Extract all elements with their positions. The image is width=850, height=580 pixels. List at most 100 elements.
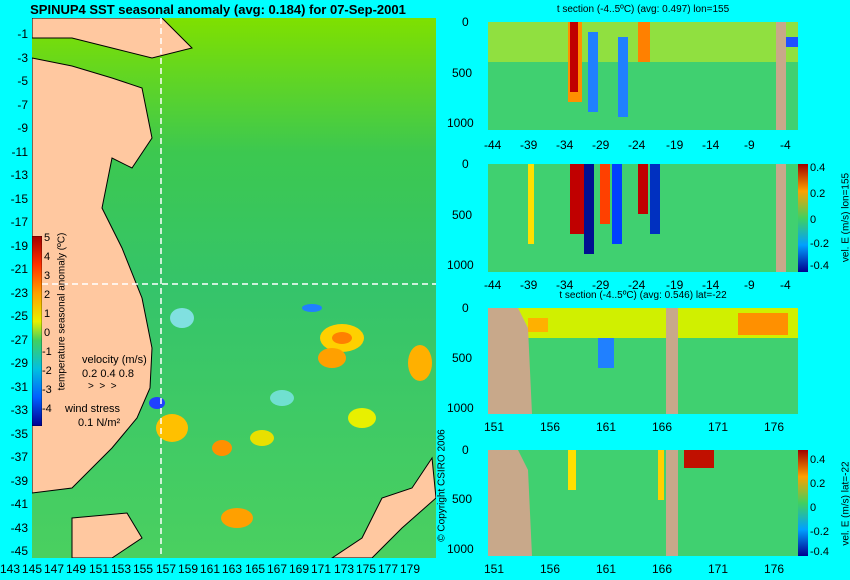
map-x-tick: 169 [289,562,310,576]
panel4-colorbar-label: vel. E (m/s) lat=-22 [840,461,850,546]
panel2-cbar-tick: 0 [810,214,817,226]
panel1-section [488,22,798,130]
copyright-text: © Copyright CSIRO 2006 [436,429,448,542]
map-y-tick: -33 [10,403,28,417]
panel1-y-tick: 1000 [447,116,474,130]
map-x-axis: 143 145 147 149 151 153 155 157 159 161 … [0,562,440,578]
map-x-tick: 161 [200,562,221,576]
wind-legend-label: wind stress [65,403,121,415]
panel2-colorbar-ticks: 0.4 0.2 0 -0.2 -0.4 [810,162,834,274]
panel4-x-tick: 156 [540,562,561,576]
panel2-cbar-tick: 0.4 [810,162,826,174]
map-y-tick: -31 [10,380,28,394]
map-x-tick: 157 [156,562,177,576]
map-x-tick: 151 [89,562,110,576]
map-title: SPINUP4 SST seasonal anomaly (avg: 0.184… [30,2,406,17]
panel2-colorbar-label: vel. E (m/s) lon=155 [840,172,850,263]
colorbar-tick: -1 [42,346,52,358]
map-y-tick: -39 [10,474,28,488]
map-x-tick: 177 [378,562,399,576]
panel2-x-tick: -4 [780,278,791,292]
colorbar-tick: -2 [42,365,52,377]
panel2-cbar-tick: -0.2 [810,238,829,250]
map-y-tick: -43 [10,521,28,535]
panel2-y-tick: 500 [452,208,473,222]
map-y-tick: -27 [10,333,28,347]
map-y-tick: -19 [10,239,28,253]
panel4-y-tick: 500 [452,492,473,506]
panel2-y-tick: 1000 [447,258,474,272]
map-y-tick: -11 [11,145,28,159]
panel1-title: t section (-4..5ºC) (avg: 0.497) lon=155 [556,4,730,15]
panel2-x-tick: -9 [744,278,755,292]
panel2-x-tick: -44 [484,278,502,292]
panel4-x-tick: 171 [708,562,729,576]
panel2-cbar-tick: -0.4 [810,260,829,272]
map-x-tick: 143 [0,562,21,576]
map-y-tick: -9 [17,121,28,135]
panel4-x-tick: 166 [652,562,673,576]
panel4-x-tick: 176 [764,562,785,576]
panel1-x-tick: -34 [556,138,574,152]
panel4-cbar-tick: 0.4 [810,454,826,466]
map-y-tick: -13 [10,168,28,182]
panel3-x-tick: 166 [652,420,673,434]
panel1-x-tick: -44 [484,138,502,152]
map-x-tick: 149 [66,562,87,576]
panel2-x-tick: -19 [666,278,684,292]
panel3-x-tick: 151 [484,420,505,434]
velocity-legend-scale: 0.2 0.4 0.8 [82,368,134,380]
velocity-colorbar-lon [798,164,808,272]
panel3-section [488,308,798,414]
panel1-x-tick: -29 [592,138,610,152]
velocity-arrows: > > > [88,381,117,392]
map-x-tick: 171 [311,562,332,576]
map-y-tick: -25 [10,309,28,323]
velocity-legend-label: velocity (m/s) [82,354,147,366]
panel2-x-axis: -44 -39 -34 -29 -24 -19 -14 -9 -4 [484,278,804,293]
map-x-tick: 159 [178,562,199,576]
map-x-tick: 165 [245,562,266,576]
panel3-x-tick: 171 [708,420,729,434]
map-x-tick: 179 [400,562,421,576]
map-y-axis: -1 -3 -5 -7 -9 -11 -13 -15 -17 -19 -21 -… [0,18,30,558]
panel2-x-tick: -39 [520,278,538,292]
colorbar-tick: -4 [42,403,52,415]
panel4-cbar-tick: 0 [810,502,817,514]
map-x-tick: 175 [356,562,377,576]
panel3-x-tick: 161 [596,420,617,434]
map-y-tick: -29 [10,356,28,370]
colorbar-tick: -3 [42,384,52,396]
map-y-tick: -17 [10,215,28,229]
panel2-x-tick: -29 [592,278,610,292]
panel4-cbar-tick: -0.2 [810,526,829,538]
map-x-tick: 173 [334,562,355,576]
map-y-tick: -21 [10,262,28,276]
map-y-tick: -5 [17,74,28,88]
panel4-x-axis: 151 156 161 166 171 176 [484,562,804,577]
temperature-colorbar [32,236,42,426]
map-x-tick: 163 [222,562,243,576]
panel1-x-tick: -19 [666,138,684,152]
panel2-cbar-tick: 0.2 [810,188,826,200]
new-zealand-landmass [331,456,436,558]
map-y-tick: -37 [10,450,28,464]
panel4-y-tick: 0 [462,443,469,457]
panel2-x-tick: -24 [628,278,646,292]
panel2-section [488,164,798,272]
map-y-tick: -3 [17,51,28,65]
panel3-y-tick: 500 [452,351,473,365]
tasmania-landmass [71,512,143,558]
map-x-tick: 145 [22,562,43,576]
new-guinea-landmass [32,18,193,59]
wind-legend-scale: 0.1 N/m² [78,417,121,429]
colorbar-tick: 5 [44,232,51,244]
map-y-tick: -23 [10,286,28,300]
colorbar-tick: 0 [44,327,51,339]
panel1-x-tick: -9 [744,138,755,152]
velocity-colorbar-lat [798,450,808,556]
panel3-x-axis: 151 156 161 166 171 176 [484,420,804,435]
panel1-x-tick: -24 [628,138,646,152]
panel4-section [488,450,798,556]
panel4-x-tick: 161 [596,562,617,576]
